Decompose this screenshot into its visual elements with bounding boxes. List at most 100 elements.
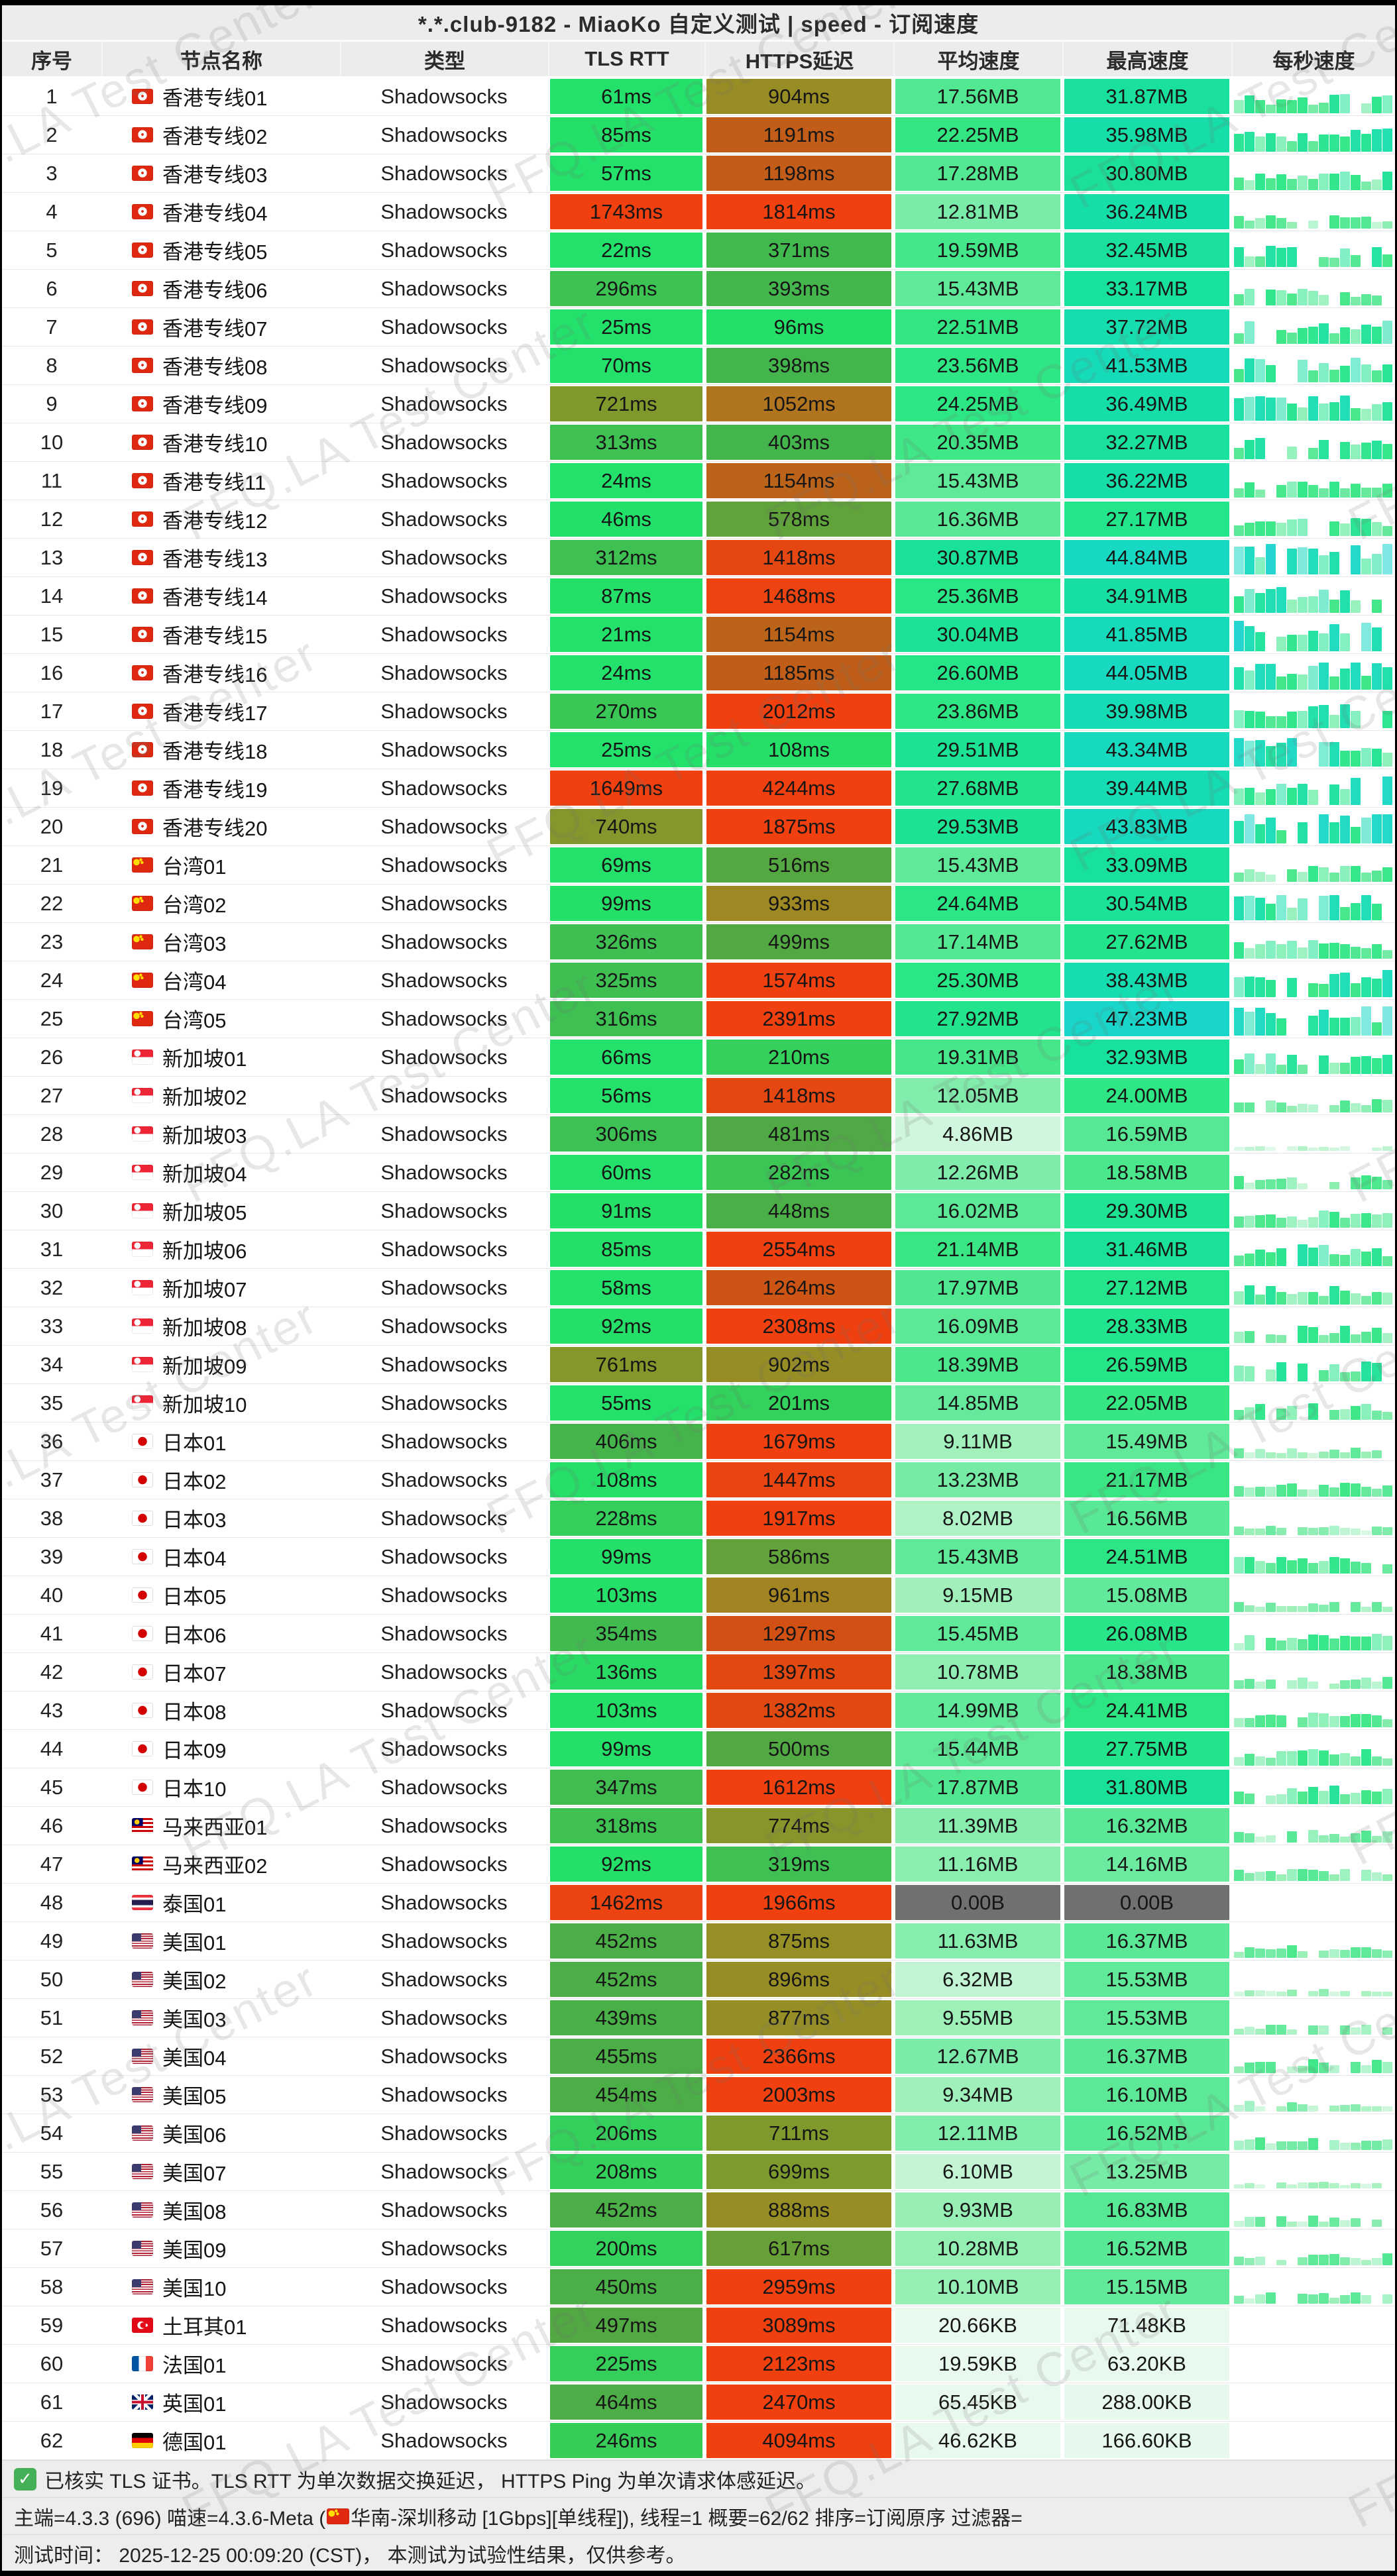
sparkline-bar (1329, 1992, 1339, 1996)
max-speed-cell: 18.38MB (1064, 1654, 1229, 1690)
cell-index: 29 (40, 1160, 64, 1184)
https-delay-cell: 2391ms (706, 1001, 891, 1036)
sparkline-bar (1245, 948, 1255, 959)
footer-test-time: 测试时间： 2025-12-25 00:09:20 (CST)， 本测试为试验性… (2, 2535, 1395, 2571)
sparkline-bar (1372, 247, 1382, 267)
sparkline-bar (1340, 217, 1350, 229)
avg-speed-cell: 15.43MB (895, 271, 1060, 306)
table-row: 37 日本02 Shadowsocks 108ms 1447ms 13.23MB… (2, 1461, 1395, 1499)
https-delay-cell: 902ms (706, 1347, 891, 1382)
sparkline-bar (1382, 526, 1392, 536)
sparkline-bar (1372, 944, 1382, 959)
https-delay-cell: 711ms (706, 2116, 891, 2151)
sparkline-bar (1255, 1529, 1265, 1535)
node-name: 香港专线04 (162, 202, 268, 225)
cell-node-name: 香港专线19 (101, 769, 340, 807)
cell-index: 4 (46, 199, 58, 223)
per-second-speed-sparkline (1234, 924, 1394, 959)
per-second-speed-sparkline (1234, 1808, 1394, 1843)
tls-rtt-cell: 22ms (550, 233, 702, 268)
sparkline-bar (1245, 788, 1255, 805)
cell-index: 36 (40, 1429, 64, 1453)
sparkline-bar (1255, 1872, 1265, 1881)
max-speed-cell: 44.84MB (1064, 540, 1229, 575)
sparkline-bar (1308, 2138, 1318, 2150)
cell-node-name: 香港专线15 (101, 616, 340, 653)
tls-rtt-cell: 318ms (550, 1808, 702, 1843)
sparkline-bar (1308, 396, 1318, 421)
sparkline-bar (1234, 294, 1244, 305)
sparkline-bar (1308, 1403, 1318, 1420)
per-second-speed-sparkline (1234, 117, 1394, 152)
https-delay-cell: 1198ms (706, 156, 891, 191)
sparkline-bar (1329, 1684, 1339, 1689)
table-row: 40 日本05 Shadowsocks 103ms 961ms 9.15MB 1… (2, 1576, 1395, 1615)
sparkline-bar (1351, 358, 1361, 382)
sparkline-bar (1351, 1714, 1361, 1727)
sparkline-bar (1298, 1869, 1308, 1881)
cell-node-name: 香港专线20 (101, 808, 340, 845)
sparkline-bar (1245, 711, 1255, 728)
sparkline-bar (1351, 545, 1361, 574)
sparkline-bar (1234, 1757, 1244, 1766)
cell-node-name: 美国10 (101, 2268, 340, 2306)
table-row: 50 美国02 Shadowsocks 452ms 896ms 6.32MB 1… (2, 1960, 1395, 1999)
sparkline-bar (1340, 1063, 1350, 1074)
sparkline-bar (1276, 2141, 1286, 2150)
table-row: 12 香港专线12 Shadowsocks 46ms 578ms 16.36MB… (2, 500, 1395, 539)
sparkline-bar (1361, 1749, 1371, 1766)
sparkline-bar (1382, 221, 1392, 229)
sparkline-bar (1255, 2184, 1265, 2188)
node-name: 新加坡05 (162, 1201, 247, 1224)
sparkline-bar (1351, 983, 1361, 997)
sparkline-bar (1287, 549, 1297, 574)
sparkline-bar (1340, 590, 1350, 613)
cell-node-name: 美国05 (101, 2076, 340, 2114)
cell-node-name: 日本10 (101, 1768, 340, 1806)
sparkline-bar (1287, 1680, 1297, 1689)
sparkline-bar (1340, 1558, 1350, 1574)
tls-rtt-cell: 354ms (550, 1616, 702, 1651)
tr-flag-icon (132, 2318, 153, 2333)
sparkline-bar (1319, 1635, 1329, 1650)
per-second-speed-sparkline (1234, 2385, 1394, 2419)
node-name: 香港专线06 (162, 279, 268, 302)
sparkline-bar (1245, 1833, 1255, 1843)
sparkline-bar (1340, 2295, 1350, 2304)
cell-node-type: Shadowsocks (380, 1122, 508, 1146)
per-second-speed-sparkline (1234, 233, 1394, 267)
tls-rtt-cell: 57ms (550, 156, 702, 191)
sparkline-bar (1276, 1794, 1286, 1804)
sparkline-bar (1308, 706, 1318, 728)
sparkline-bar (1266, 521, 1276, 536)
cell-node-name: 泰国01 (101, 1884, 340, 1921)
per-second-speed-sparkline (1234, 309, 1394, 344)
cell-node-type: Shadowsocks (380, 468, 508, 492)
https-delay-cell: 1185ms (706, 655, 891, 690)
sparkline-bar (1276, 784, 1286, 805)
sparkline-bar (1308, 1830, 1318, 1843)
max-speed-cell: 27.75MB (1064, 1731, 1229, 1766)
sparkline-bar (1340, 1018, 1350, 1036)
max-speed-cell: 39.44MB (1064, 771, 1229, 806)
sparkline-bar (1266, 589, 1276, 613)
sparkline-bar (1287, 519, 1297, 536)
sparkline-bar (1266, 1369, 1276, 1381)
sparkline-bar (1361, 2025, 1371, 2035)
sparkline-bar (1298, 2257, 1308, 2265)
cell-node-type: Shadowsocks (380, 1506, 508, 1530)
per-second-speed-sparkline (1234, 1078, 1394, 1112)
sparkline-bar (1276, 2216, 1286, 2227)
hk-flag-icon (132, 780, 153, 796)
cell-node-type: Shadowsocks (380, 2198, 508, 2222)
sparkline-bar (1255, 2294, 1265, 2304)
sg-flag-icon (132, 1088, 153, 1103)
node-name: 香港专线20 (162, 817, 268, 840)
sparkline-bar (1308, 141, 1318, 152)
tls-rtt-cell: 55ms (550, 1385, 702, 1421)
sparkline-bar (1372, 2183, 1382, 2188)
cell-node-type: Shadowsocks (380, 1621, 508, 1645)
per-second-speed-sparkline (1234, 2000, 1394, 2035)
sparkline-bar (1298, 597, 1308, 613)
sparkline-bar (1298, 289, 1308, 305)
